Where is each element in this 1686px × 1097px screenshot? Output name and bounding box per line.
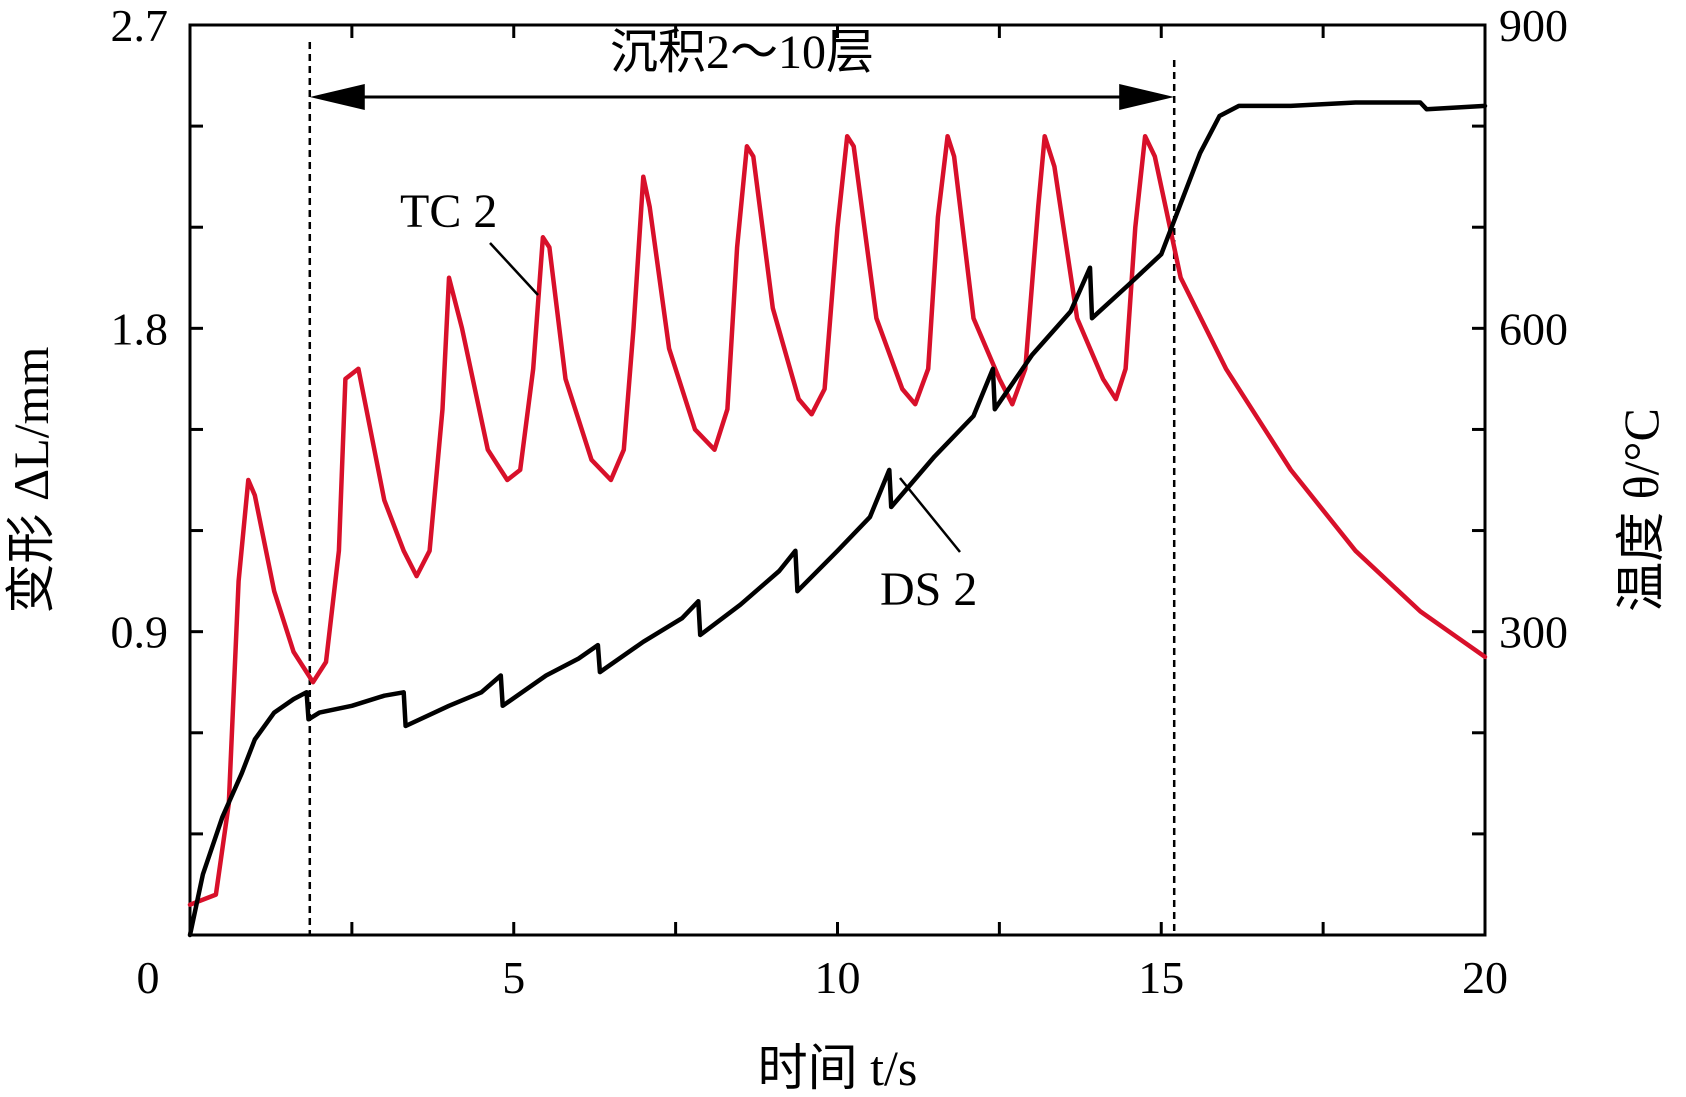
- annotation-layer: 沉积2～10层: [308, 26, 1176, 935]
- series-label-layer: TC 2 DS 2: [400, 185, 977, 616]
- series-line-tc2: [187, 133, 1488, 907]
- series-line-ds2: [187, 100, 1488, 938]
- x-tick-label: 15: [1138, 952, 1184, 1003]
- y-right-tick-label: 900: [1499, 0, 1568, 51]
- x-tick-label: 0: [137, 952, 160, 1003]
- series-layer: [187, 100, 1488, 938]
- plot-frame: [188, 23, 1487, 937]
- arrow-left-icon: [309, 84, 365, 110]
- y-left-tick-label: 1.8: [111, 303, 169, 354]
- x-tick-label: 20: [1462, 952, 1508, 1003]
- x-tick-label: 5: [502, 952, 525, 1003]
- y-axis-right-title: 温度 θ/°C: [1613, 408, 1669, 612]
- y-right-tick-label: 300: [1499, 607, 1568, 658]
- tick-layer: 0 5 10 15 20 0.9 1.8 2.7 300 600 900: [111, 0, 1569, 1003]
- y-left-tick-label: 2.7: [111, 0, 169, 51]
- series-label-ds2: DS 2: [880, 563, 977, 616]
- series-label-tc2-leader: [489, 242, 539, 296]
- y-left-tick-label: 0.9: [111, 607, 169, 658]
- annotation-label: 沉积2～10层: [610, 26, 874, 79]
- arrow-right-icon: [1119, 84, 1175, 110]
- y-right-tick-label: 600: [1499, 303, 1568, 354]
- x-tick-label: 10: [815, 952, 861, 1003]
- y-axis-left-title: 变形 ΔL/mm: [3, 346, 59, 613]
- series-label-ds2-leader: [899, 477, 961, 553]
- x-axis-title: 时间 t/s: [758, 1040, 918, 1096]
- series-label-tc2: TC 2: [400, 185, 497, 238]
